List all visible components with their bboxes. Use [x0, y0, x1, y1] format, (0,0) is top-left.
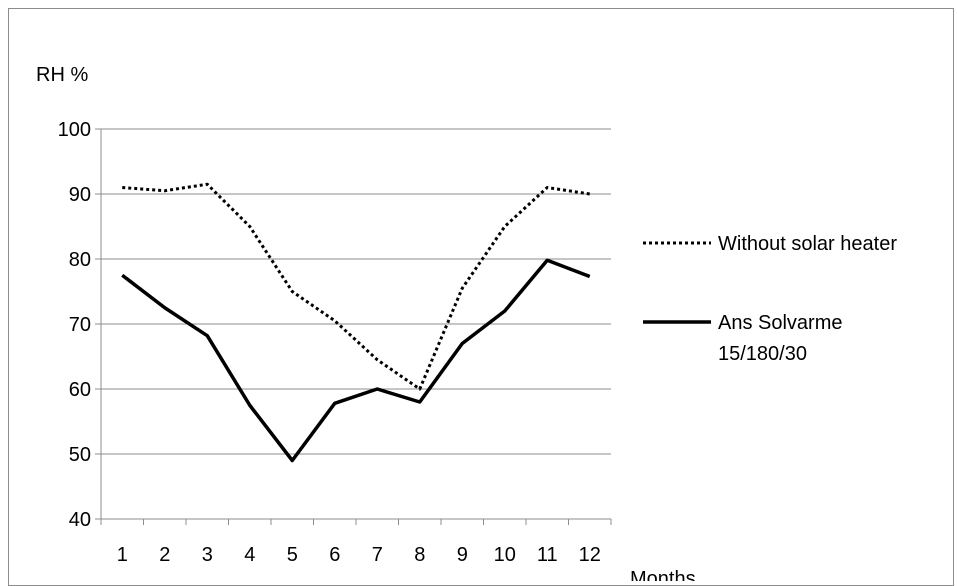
x-tick-label: 3: [202, 544, 213, 566]
y-tick-label: 60: [69, 379, 91, 401]
x-tick-label: 12: [579, 544, 601, 566]
x-tick-label: 8: [414, 544, 425, 566]
legend: Without solar heater Ans Solvarme 15/180/3…: [643, 233, 897, 365]
y-tick-labels: 40 50 60 70 80 90 100: [58, 119, 91, 531]
series-lines: [122, 184, 590, 460]
series-line-without-solar-heater: [122, 184, 590, 389]
x-tick-label: 7: [372, 544, 383, 566]
x-axis-label: Months: [630, 568, 696, 581]
legend-label: Without solar heater: [718, 233, 897, 255]
x-tick-label: 2: [159, 544, 170, 566]
legend-label: Ans Solvarme: [718, 312, 843, 334]
y-tick-label: 70: [69, 314, 91, 336]
y-tick-label: 100: [58, 119, 91, 141]
legend-label: 15/180/30: [718, 343, 807, 365]
x-tick-label: 4: [244, 544, 255, 566]
y-tick-label: 40: [69, 509, 91, 531]
y-axis-label: RH %: [36, 64, 88, 86]
x-tick-label: 6: [329, 544, 340, 566]
x-tick-label: 10: [494, 544, 516, 566]
x-tick-label: 1: [117, 544, 128, 566]
x-tick-label: 9: [457, 544, 468, 566]
y-tick-label: 50: [69, 444, 91, 466]
y-tick-label: 80: [69, 249, 91, 271]
x-tick-label: 11: [537, 544, 558, 566]
x-tick-label: 5: [287, 544, 298, 566]
y-tick-label: 90: [69, 184, 91, 206]
gridlines: [95, 129, 611, 519]
series-line-ans-solvarme: [122, 260, 590, 460]
